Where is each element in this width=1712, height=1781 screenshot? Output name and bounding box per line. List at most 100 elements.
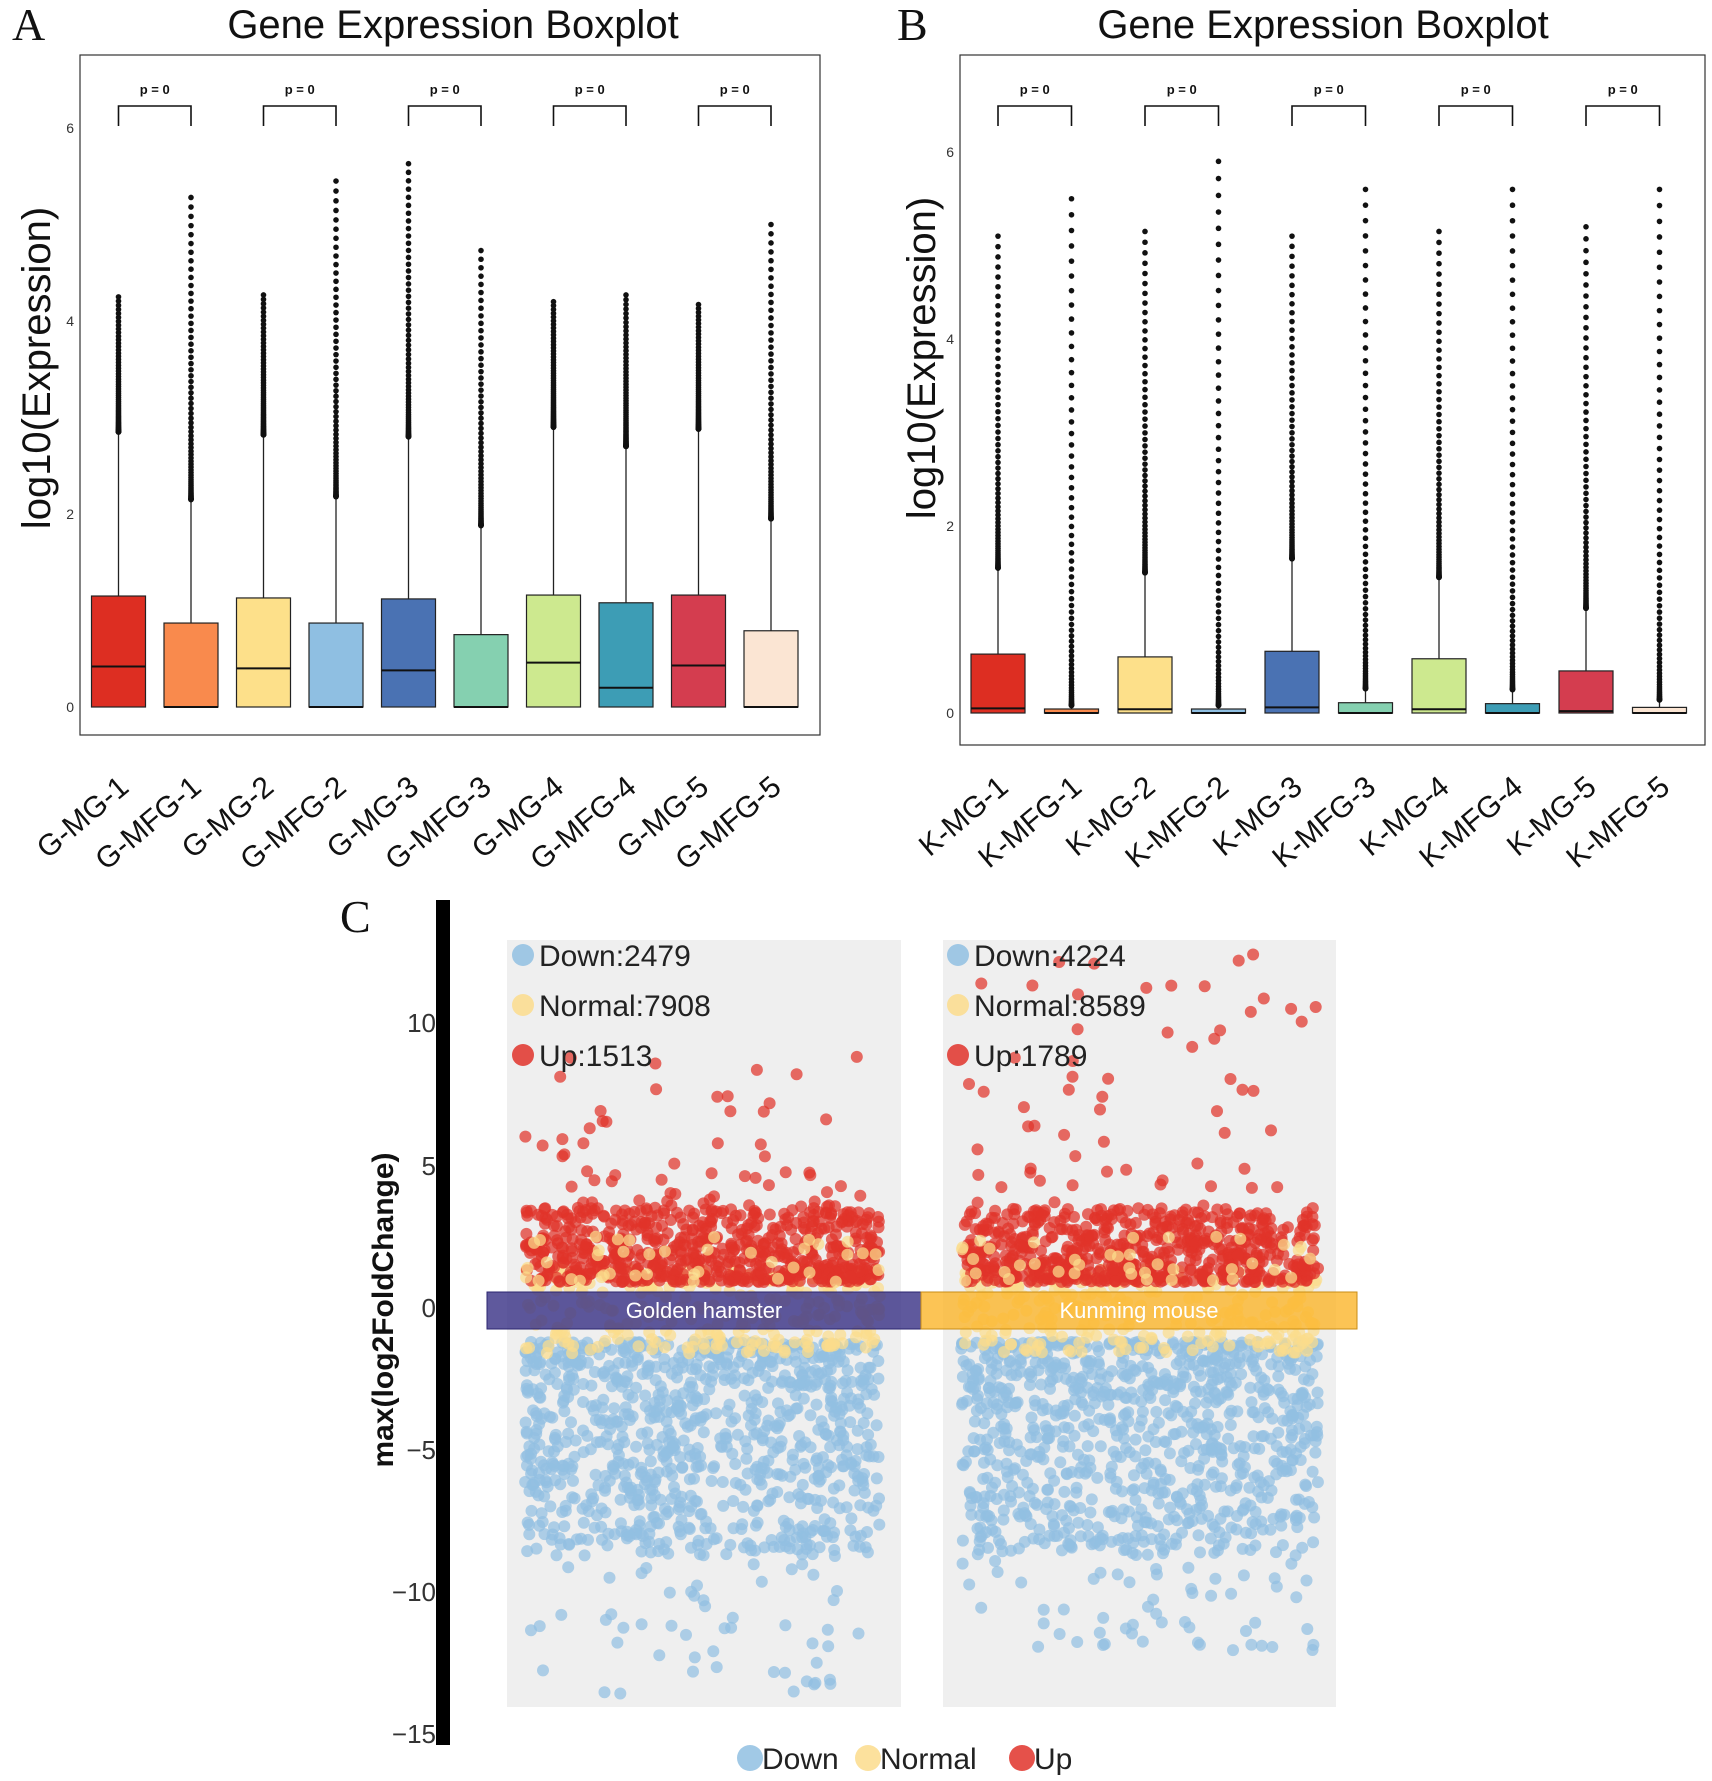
hamster-down-point [525, 1447, 538, 1460]
hamster-down-point [717, 1499, 730, 1512]
panel-b-outlier [995, 435, 1001, 442]
hamster-down-point [726, 1447, 739, 1460]
panel-b-outlier [1362, 605, 1369, 612]
panel-a-outlier [188, 313, 194, 319]
panel-b-outlier [1362, 357, 1369, 364]
mouse-down-point [961, 1394, 973, 1407]
hamster-down-point [683, 1473, 696, 1486]
panel-a-outlier [768, 315, 774, 321]
hamster-down-point [640, 1474, 653, 1487]
hamster-down-point [860, 1449, 873, 1462]
mouse-down-point [1223, 1358, 1236, 1371]
panel-a-ytick-0: 0 [66, 699, 74, 715]
panel-b-outlier [1656, 609, 1663, 615]
hamster-up-point [519, 1130, 532, 1143]
mouse-down-point [1119, 1370, 1131, 1383]
panel-b-outlier [1068, 464, 1075, 470]
panel-a-x-labels: G-MG-1G-MFG-1G-MG-2G-MFG-2G-MG-3G-MFG-3G… [31, 770, 788, 877]
panel-b-outlier [1215, 564, 1222, 571]
panel-a-outlier [768, 307, 774, 314]
hamster-down-point [665, 1619, 678, 1632]
panel-b-outlier [1656, 655, 1663, 662]
panel-b-outlier [1289, 375, 1295, 381]
mouse-down-point [1159, 1394, 1172, 1407]
panel-b-outlier [1289, 453, 1295, 459]
hamster-down-point [688, 1651, 701, 1664]
panel-a-outlier [768, 371, 774, 377]
mouse-down-point [1245, 1638, 1258, 1651]
panel-b-outlier [1068, 504, 1075, 511]
mouse-down-point [998, 1418, 1011, 1431]
panel-a-outlier [768, 344, 774, 350]
panel-b-outlier [1068, 648, 1075, 655]
panel-b-outlier [1656, 651, 1663, 658]
panel-b-outlier [995, 470, 1001, 477]
hamster-up-point [711, 1090, 724, 1103]
panel-a-outlier [115, 298, 122, 304]
panel-b-outlier [1215, 633, 1222, 640]
panel-a-ytick-4: 4 [66, 313, 74, 329]
panel-b-outlier [1289, 367, 1295, 374]
mouse-down-point [980, 1526, 992, 1539]
panel-a-outlier [333, 217, 339, 223]
panel-a-outlier [333, 431, 339, 438]
panel-b-outlier [1289, 487, 1295, 494]
hamster-down-point [825, 1375, 838, 1388]
panel-b-outlier [1289, 300, 1295, 307]
panel-a-outlier [478, 362, 484, 368]
mouse-down-point [1083, 1404, 1096, 1417]
hamster-down-point [801, 1492, 814, 1505]
panel-b-outlier [1509, 358, 1516, 364]
hamster-normal-point [772, 1272, 784, 1285]
panel-a-outlier [333, 351, 339, 358]
hamster-down-point [614, 1687, 627, 1700]
panel-b-box-K-MG-5 [1558, 670, 1614, 714]
panel-b-outlier [1509, 291, 1516, 298]
hamster-down-point [796, 1558, 809, 1571]
mouse-down-point [1268, 1572, 1281, 1585]
panel-b-outlier [1142, 467, 1148, 473]
hamster-down-point [603, 1474, 616, 1487]
mouse-down-point [1093, 1626, 1106, 1639]
panel-a-outlier [188, 249, 194, 256]
hamster-up-point [633, 1194, 646, 1207]
panel-b-outlier [1289, 253, 1295, 260]
panel-b-outlier [1142, 328, 1148, 334]
panel-b-outlier [1068, 330, 1075, 336]
mouse-down-point [981, 1471, 994, 1484]
hamster-down-point [776, 1375, 789, 1388]
mouse-down-point [1208, 1521, 1221, 1533]
panel-a-outlier [478, 399, 484, 405]
hamster-down-point [558, 1389, 571, 1402]
hamster-down-point [519, 1364, 532, 1377]
panel-b-outlier [1142, 362, 1148, 369]
panel-b-outlier [1362, 518, 1369, 524]
mouse-down-point [1255, 1371, 1268, 1384]
mouse-down-point [1227, 1644, 1239, 1657]
hamster-down-point [568, 1492, 581, 1505]
hamster-normal-point [520, 1271, 533, 1284]
hamster-down-point [705, 1475, 718, 1487]
hamster-down-point [796, 1531, 809, 1544]
mouse-down-point [1210, 1480, 1222, 1493]
panel-a-outlier [695, 305, 702, 312]
panel-a-outlier [768, 401, 774, 407]
panel-b-outlier [1362, 559, 1369, 565]
panel-a-outlier [188, 366, 194, 373]
mouse-down-point [1044, 1467, 1057, 1480]
hamster-normal-point [841, 1248, 854, 1261]
panel-b-outlier [1142, 443, 1148, 449]
panel-a-outlier [478, 320, 484, 327]
panel-b-outlier [995, 485, 1001, 492]
panel-b-outlier [1142, 228, 1148, 235]
panel-a-outlier [623, 344, 629, 350]
panel-b-outlier [1656, 387, 1663, 393]
mouse-down-point [1124, 1359, 1137, 1372]
hamster-down-point [647, 1511, 660, 1524]
hamster-down-point [606, 1380, 618, 1393]
panel-a-outlier [478, 435, 484, 441]
mouse-down-point [1311, 1386, 1324, 1399]
panel-b-ytick-6: 6 [946, 144, 954, 160]
panel-b-outlier [1509, 544, 1516, 550]
panel-b-outlier [1068, 514, 1075, 520]
